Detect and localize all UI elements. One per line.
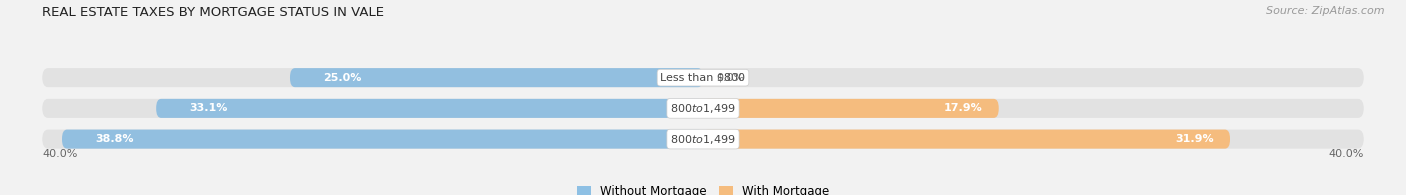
FancyBboxPatch shape — [290, 68, 703, 87]
Text: 17.9%: 17.9% — [943, 103, 983, 113]
Legend: Without Mortgage, With Mortgage: Without Mortgage, With Mortgage — [572, 180, 834, 195]
Text: REAL ESTATE TAXES BY MORTGAGE STATUS IN VALE: REAL ESTATE TAXES BY MORTGAGE STATUS IN … — [42, 6, 384, 19]
Text: 40.0%: 40.0% — [1329, 149, 1364, 159]
FancyBboxPatch shape — [156, 99, 703, 118]
Text: $800 to $1,499: $800 to $1,499 — [671, 133, 735, 146]
Text: $800 to $1,499: $800 to $1,499 — [671, 102, 735, 115]
Text: Source: ZipAtlas.com: Source: ZipAtlas.com — [1267, 6, 1385, 16]
Text: 40.0%: 40.0% — [42, 149, 77, 159]
FancyBboxPatch shape — [42, 68, 1364, 87]
FancyBboxPatch shape — [42, 99, 1364, 118]
Text: 0.0%: 0.0% — [716, 73, 744, 83]
Text: Less than $800: Less than $800 — [661, 73, 745, 83]
FancyBboxPatch shape — [703, 129, 1230, 149]
Text: 25.0%: 25.0% — [323, 73, 361, 83]
Text: 38.8%: 38.8% — [96, 134, 134, 144]
Text: 33.1%: 33.1% — [190, 103, 228, 113]
FancyBboxPatch shape — [62, 129, 703, 149]
FancyBboxPatch shape — [703, 99, 998, 118]
FancyBboxPatch shape — [42, 129, 1364, 149]
Text: 31.9%: 31.9% — [1175, 134, 1213, 144]
